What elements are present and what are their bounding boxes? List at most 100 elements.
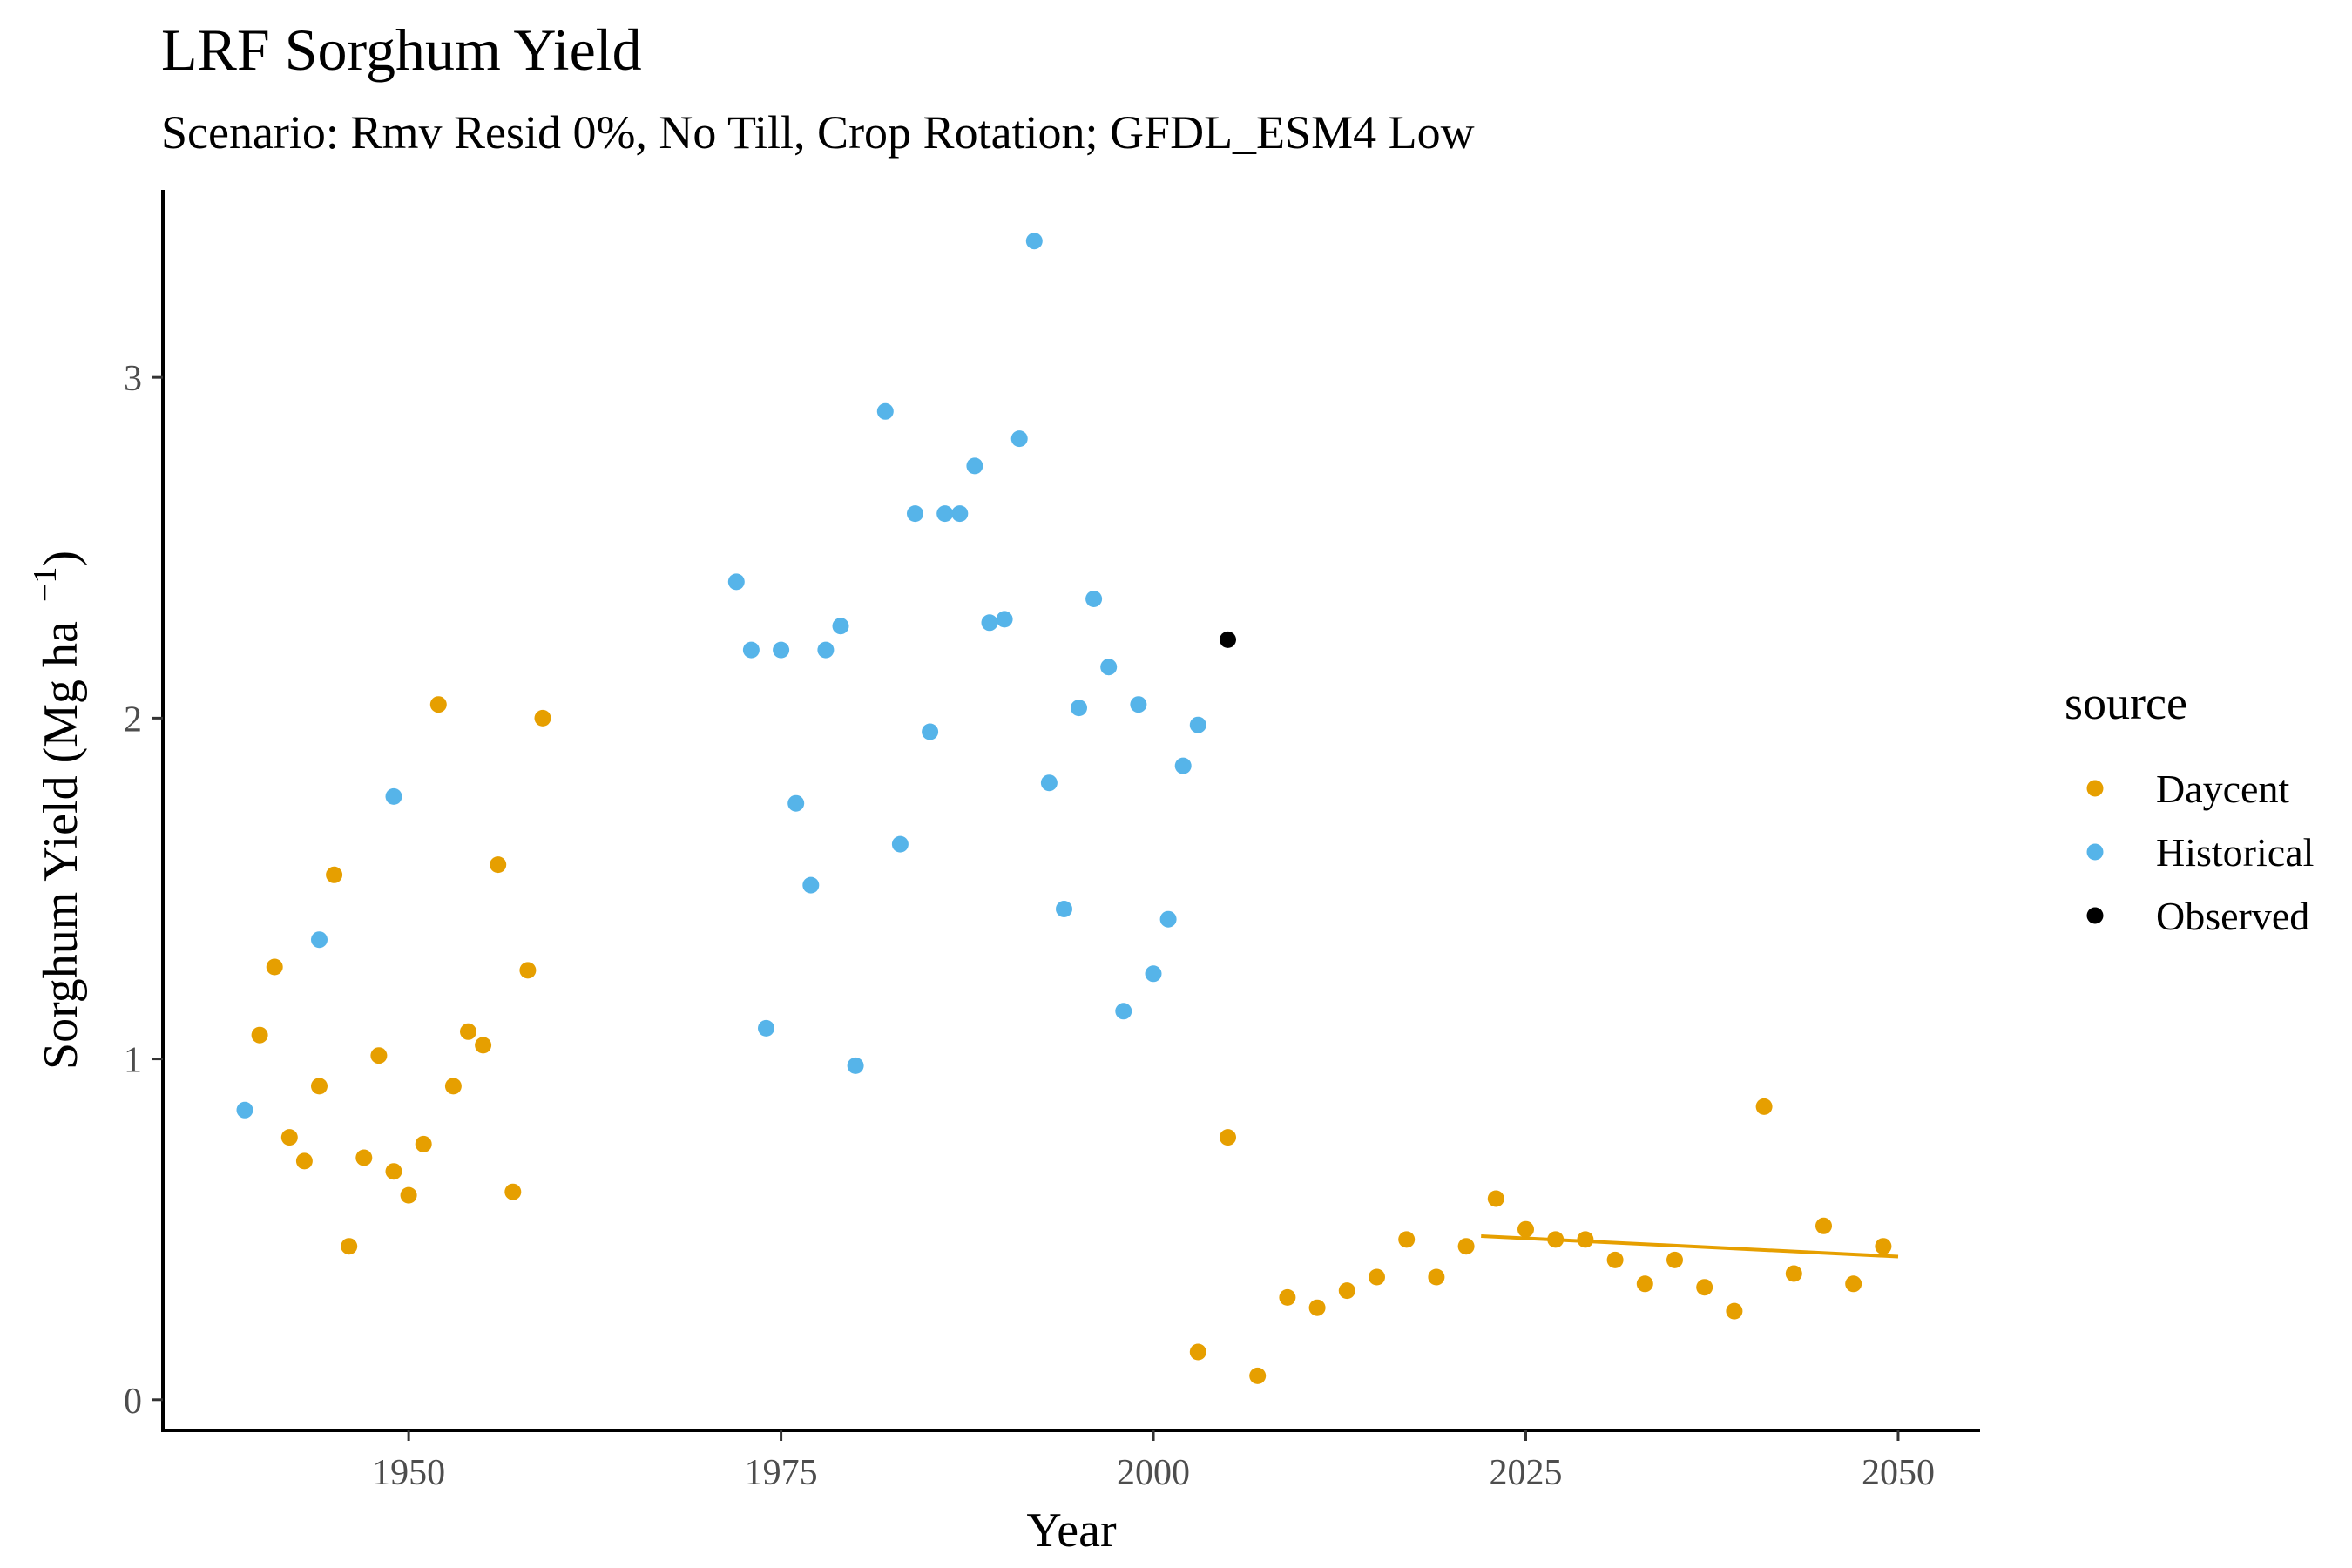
point-daycent-22 <box>1249 1367 1267 1384</box>
point-historical-33 <box>1189 716 1206 733</box>
point-daycent-29 <box>1457 1238 1475 1255</box>
y-axis-ticks: 0 1 2 3 <box>124 359 163 1422</box>
point-historical-0 <box>236 1101 253 1119</box>
y-axis-title-superscript: −1 <box>27 567 64 602</box>
point-daycent-40 <box>1785 1265 1802 1282</box>
point-daycent-25 <box>1338 1282 1355 1300</box>
plot-area <box>236 233 1899 1384</box>
point-historical-7 <box>787 794 805 812</box>
chart-subtitle: Scenario: Rmv Resid 0%, No Till, Crop Ro… <box>161 106 1475 159</box>
point-daycent-35 <box>1636 1275 1653 1293</box>
point-daycent-34 <box>1606 1251 1624 1268</box>
point-historical-18 <box>966 457 983 475</box>
legend-key-observed <box>2086 907 2104 924</box>
point-daycent-21 <box>1220 1129 1236 1146</box>
point-daycent-19 <box>534 709 551 727</box>
point-daycent-8 <box>370 1047 388 1064</box>
y-axis-title: Sorghum Yield (Mg ha −1) <box>27 551 88 1070</box>
x-axis-ticks: 1950 1975 2000 2025 2050 <box>372 1430 1935 1493</box>
x-tick-label-1950: 1950 <box>372 1453 445 1493</box>
y-tick-label-1: 1 <box>124 1041 142 1081</box>
legend: source Daycent Historical Observed <box>2065 677 2314 938</box>
point-daycent-0 <box>251 1026 268 1044</box>
legend-key-daycent <box>2086 780 2104 797</box>
y-tick-label-2: 2 <box>124 700 142 740</box>
point-historical-2 <box>385 787 402 805</box>
x-tick-label-2000: 2000 <box>1117 1453 1190 1493</box>
point-daycent-9 <box>385 1163 402 1180</box>
point-daycent-10 <box>400 1186 417 1204</box>
point-daycent-39 <box>1755 1098 1773 1115</box>
trend-line-daycent <box>1481 1234 1899 1259</box>
point-historical-16 <box>936 505 954 523</box>
point-historical-14 <box>907 505 923 523</box>
point-historical-30 <box>1145 965 1162 983</box>
point-historical-23 <box>1040 774 1058 792</box>
point-daycent-5 <box>326 866 343 883</box>
point-daycent-17 <box>504 1183 522 1200</box>
point-daycent-41 <box>1815 1217 1832 1234</box>
point-historical-17 <box>951 505 969 523</box>
point-historical-32 <box>1174 757 1192 774</box>
point-daycent-31 <box>1517 1220 1534 1238</box>
point-daycent-26 <box>1369 1268 1385 1286</box>
x-tick-label-2025: 2025 <box>1490 1453 1563 1493</box>
point-observed-0 <box>1220 631 1236 648</box>
chart-title: LRF Sorghum Yield <box>161 17 642 83</box>
point-historical-6 <box>773 641 790 659</box>
point-daycent-42 <box>1845 1275 1862 1293</box>
point-historical-26 <box>1085 591 1103 607</box>
point-historical-20 <box>996 611 1013 628</box>
point-daycent-30 <box>1487 1190 1504 1207</box>
point-daycent-4 <box>311 1078 328 1095</box>
point-historical-25 <box>1071 700 1087 717</box>
point-daycent-28 <box>1428 1268 1445 1286</box>
point-historical-29 <box>1130 696 1147 713</box>
point-daycent-43 <box>1875 1238 1892 1255</box>
point-daycent-23 <box>1279 1288 1296 1306</box>
point-daycent-24 <box>1308 1299 1326 1316</box>
point-daycent-2 <box>280 1129 298 1146</box>
point-daycent-3 <box>295 1152 313 1170</box>
point-historical-3 <box>727 573 745 591</box>
point-daycent-36 <box>1666 1251 1683 1268</box>
point-daycent-1 <box>266 958 283 976</box>
point-daycent-13 <box>444 1078 462 1095</box>
point-historical-1 <box>311 931 328 949</box>
y-axis-title-space <box>34 602 88 614</box>
point-daycent-37 <box>1696 1279 1713 1296</box>
point-historical-8 <box>802 876 820 894</box>
point-historical-11 <box>847 1057 864 1074</box>
point-historical-4 <box>742 641 760 659</box>
point-daycent-18 <box>519 962 537 979</box>
y-tick-label-3: 3 <box>124 359 142 399</box>
point-historical-28 <box>1115 1003 1132 1020</box>
point-daycent-20 <box>1189 1343 1206 1361</box>
point-historical-22 <box>1025 233 1043 250</box>
point-historical-13 <box>891 835 909 853</box>
point-historical-15 <box>922 723 939 740</box>
point-daycent-38 <box>1726 1302 1743 1320</box>
point-historical-27 <box>1100 659 1118 676</box>
point-historical-12 <box>876 402 894 420</box>
point-historical-10 <box>832 618 849 635</box>
x-axis-title: Year <box>1026 1504 1117 1558</box>
point-daycent-11 <box>415 1135 432 1152</box>
point-daycent-6 <box>341 1238 358 1255</box>
legend-label-observed: Observed <box>2156 894 2309 938</box>
legend-label-daycent: Daycent <box>2156 767 2289 811</box>
point-daycent-14 <box>460 1023 476 1040</box>
legend-label-historical: Historical <box>2156 830 2314 875</box>
legend-title: source <box>2065 677 2187 729</box>
legend-key-historical <box>2086 843 2104 861</box>
x-tick-label-1975: 1975 <box>745 1453 818 1493</box>
point-historical-24 <box>1056 901 1072 917</box>
point-daycent-15 <box>475 1037 492 1054</box>
point-daycent-12 <box>429 696 447 713</box>
y-tick-label-0: 0 <box>124 1382 142 1422</box>
point-historical-19 <box>981 614 998 632</box>
x-tick-label-2050: 2050 <box>1862 1453 1935 1493</box>
point-daycent-7 <box>355 1149 373 1166</box>
point-daycent-16 <box>490 856 507 874</box>
